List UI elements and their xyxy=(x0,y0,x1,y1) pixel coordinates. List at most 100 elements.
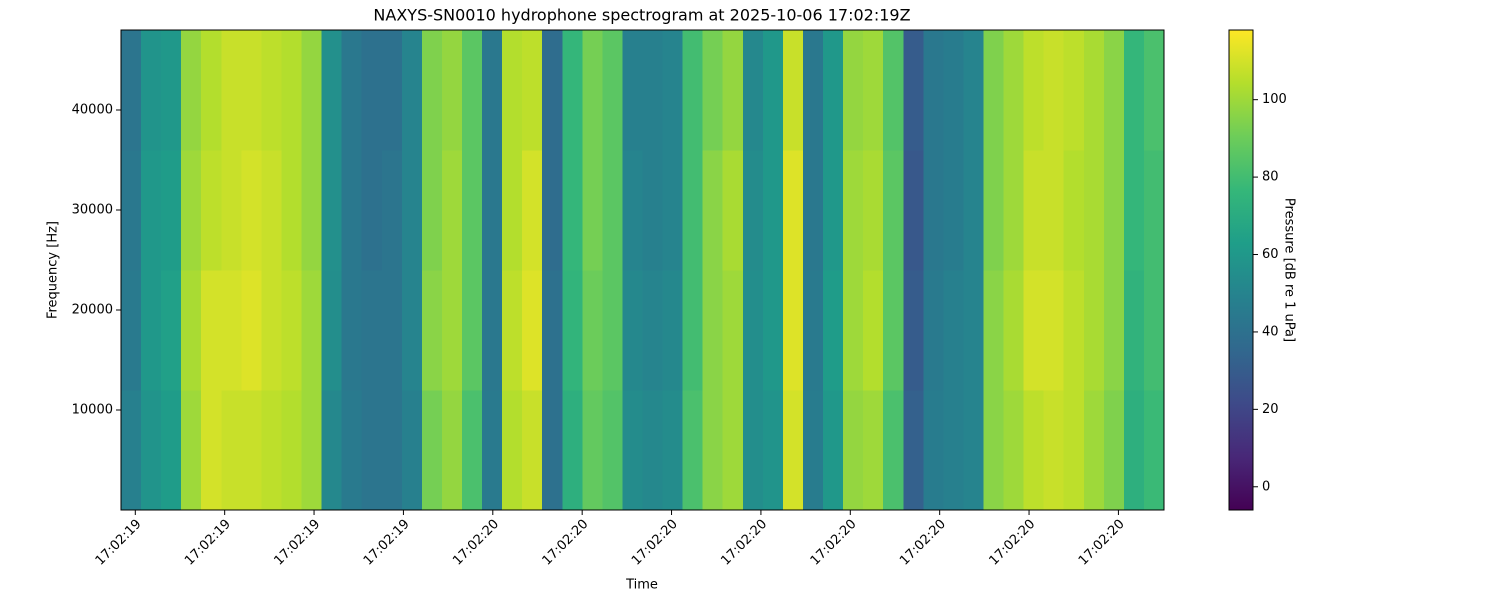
cell xyxy=(883,30,904,151)
cell xyxy=(301,30,323,151)
x-axis-label: Time xyxy=(625,578,658,593)
cell xyxy=(522,270,543,391)
cell xyxy=(963,270,984,391)
cell xyxy=(782,390,804,511)
cell xyxy=(1043,270,1065,391)
cell xyxy=(983,30,1005,151)
cell xyxy=(381,390,403,511)
cell xyxy=(622,270,643,391)
cell xyxy=(281,390,303,511)
x-tick-label: 17:02:19 xyxy=(182,517,234,569)
plot-frame xyxy=(120,29,1165,511)
cell xyxy=(1003,150,1025,271)
cell xyxy=(1103,150,1125,271)
cell xyxy=(802,390,824,511)
cell xyxy=(722,390,744,511)
cell xyxy=(863,270,884,391)
cell xyxy=(161,30,182,151)
cell xyxy=(782,270,804,391)
cell xyxy=(562,270,583,391)
cell xyxy=(421,390,443,511)
cell xyxy=(341,30,363,151)
cell xyxy=(341,150,363,271)
cell xyxy=(642,270,664,391)
cell xyxy=(381,150,403,271)
cell xyxy=(542,270,563,391)
x-tick-label: 17:02:19 xyxy=(271,517,323,569)
cell xyxy=(301,270,323,391)
cell xyxy=(141,390,162,511)
cell xyxy=(261,390,282,511)
cell xyxy=(181,150,202,271)
cell xyxy=(221,150,242,271)
cell xyxy=(702,270,724,391)
x-tick-label: 17:02:20 xyxy=(540,517,592,569)
y-tick-label: 10000 xyxy=(72,403,113,418)
cell xyxy=(502,30,523,151)
cell xyxy=(1123,150,1145,271)
cell xyxy=(923,30,944,151)
cell xyxy=(181,390,202,511)
cell xyxy=(682,150,704,271)
cell xyxy=(903,30,924,151)
cell xyxy=(301,150,323,271)
cell xyxy=(963,390,984,511)
cell xyxy=(722,30,744,151)
cell xyxy=(241,390,262,511)
cell xyxy=(1043,390,1065,511)
cell xyxy=(622,30,643,151)
cell xyxy=(461,150,483,271)
cell xyxy=(843,270,864,391)
cell xyxy=(823,270,844,391)
cell xyxy=(1063,390,1085,511)
y-tick-label: 30000 xyxy=(72,203,113,218)
cell xyxy=(903,270,924,391)
cell xyxy=(161,150,182,271)
colorbar-tick-label: 60 xyxy=(1262,247,1279,262)
cell xyxy=(241,270,262,391)
cell xyxy=(843,150,864,271)
cell xyxy=(662,270,684,391)
cell xyxy=(562,30,583,151)
cell xyxy=(883,390,904,511)
cell xyxy=(943,270,964,391)
cell xyxy=(702,390,724,511)
y-tick-label: 40000 xyxy=(72,103,113,118)
colorbar-tick-label: 80 xyxy=(1262,170,1279,185)
cell xyxy=(181,270,202,391)
cell xyxy=(181,30,202,151)
cell xyxy=(923,150,944,271)
cell xyxy=(421,270,443,391)
cell xyxy=(983,270,1005,391)
colorbar-tick-label: 100 xyxy=(1262,92,1287,107)
cell xyxy=(1143,390,1165,511)
cell xyxy=(1103,390,1125,511)
cell xyxy=(1083,150,1105,271)
cell xyxy=(361,150,383,271)
x-tick-label: 17:02:20 xyxy=(1076,517,1128,569)
cell xyxy=(361,30,383,151)
cell xyxy=(341,390,363,511)
cell xyxy=(482,390,503,511)
cell xyxy=(582,30,603,151)
cell xyxy=(682,30,704,151)
cell xyxy=(943,390,964,511)
cell xyxy=(401,390,423,511)
cell xyxy=(1023,30,1045,151)
cell xyxy=(903,150,924,271)
cell xyxy=(923,390,944,511)
cell xyxy=(441,390,463,511)
cell xyxy=(121,30,142,151)
cell xyxy=(562,390,583,511)
cell xyxy=(261,150,282,271)
cell xyxy=(1003,270,1025,391)
cell xyxy=(662,390,684,511)
cell xyxy=(1143,270,1165,391)
cell xyxy=(141,270,162,391)
x-tick-label: 17:02:20 xyxy=(450,517,502,569)
cell xyxy=(201,30,222,151)
cell xyxy=(622,150,643,271)
colorbar-tick-label: 40 xyxy=(1262,324,1279,339)
colorbar xyxy=(1228,29,1254,511)
